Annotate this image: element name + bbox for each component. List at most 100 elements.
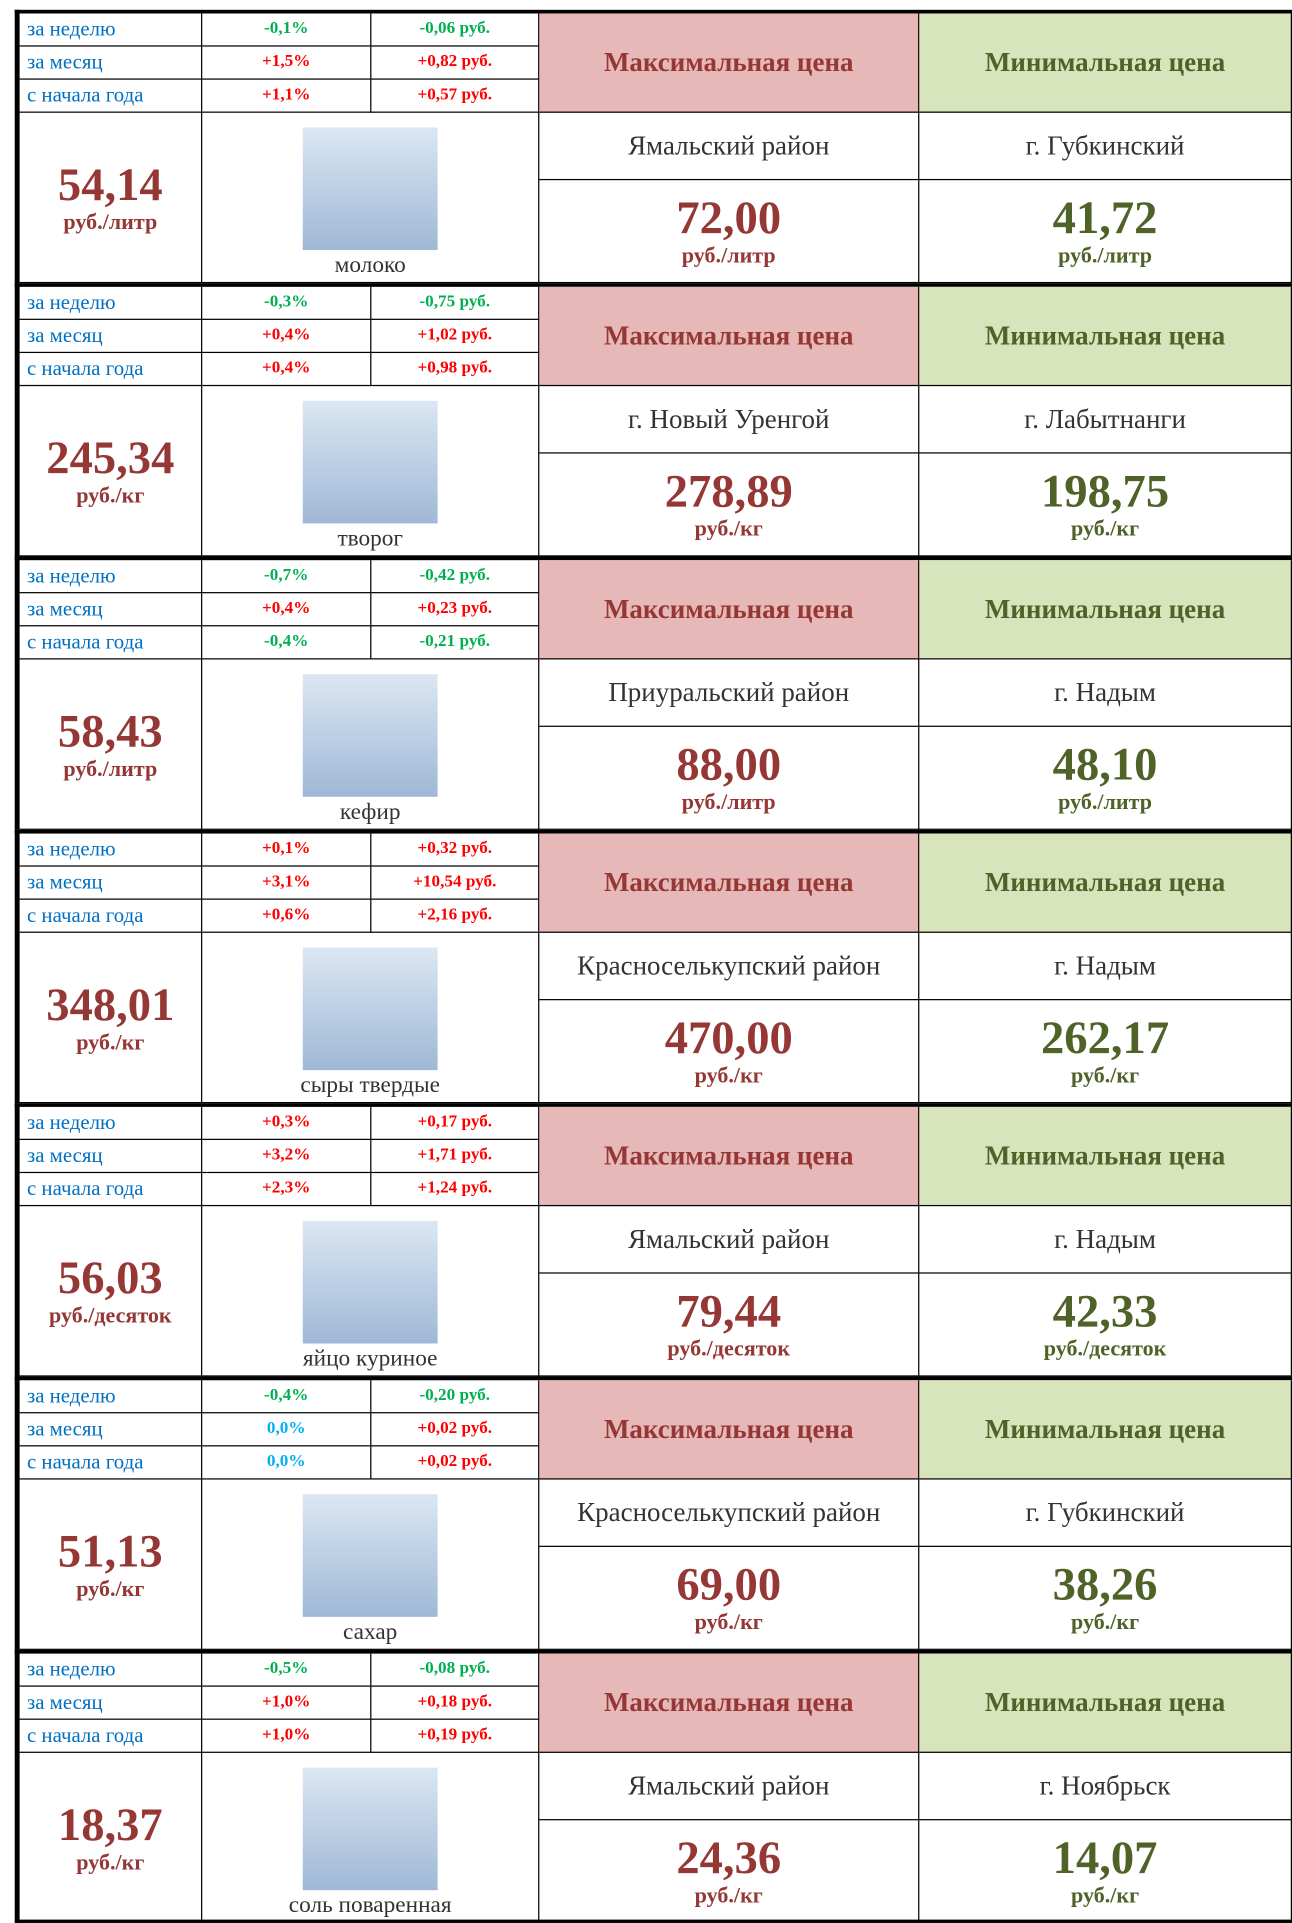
period-label: с начала года [20,1173,203,1206]
product-block: за неделю-0,5%-0,08 руб.за месяц+1,0%+0,… [15,1650,1292,1923]
product-image [303,401,438,524]
price-value: 58,43 [58,707,163,756]
price-unit: руб./кг [76,1849,144,1875]
rub-change: +1,71 руб. [371,1140,539,1173]
table-border [15,1920,1292,1922]
product-name: яйцо куриное [303,1346,438,1375]
page: за неделю-0,1%-0,06 руб.за месяц+1,5%+0,… [0,0,1292,1923]
max-price-unit: руб./литр [682,789,776,815]
min-region: г. Надым [919,933,1292,1000]
rub-change: -0,21 руб. [371,626,539,659]
product-image [303,948,438,1071]
product-name: сыры твердые [300,1073,440,1102]
percent-change: -0,4% [202,1380,371,1413]
percent-change: +3,2% [202,1140,371,1173]
max-price-unit: руб./кг [695,516,763,542]
product-image [303,674,438,797]
min-header: Минимальная цена [919,1654,1292,1753]
period-label: с начала года [20,80,203,113]
min-price-value: 262,17 [1041,1014,1169,1063]
product-name: соль поваренная [289,1893,452,1922]
percent-change: +1,0% [202,1720,371,1753]
product-image [303,127,438,250]
product-image [303,1768,438,1891]
period-label: за неделю [20,1654,203,1687]
rub-change: -0,42 руб. [371,560,539,593]
min-region: г. Лабытнанги [919,386,1292,453]
min-header: Минимальная цена [919,834,1292,933]
min-price-unit: руб./десяток [1044,1336,1167,1362]
percent-change: +0,6% [202,900,371,933]
period-label: за месяц [20,1687,203,1720]
min-price-value: 38,26 [1053,1560,1158,1609]
price-unit: руб./кг [76,1029,144,1055]
max-region: Красноселькупский район [539,933,919,1000]
rub-change: +1,24 руб. [371,1173,539,1206]
max-price-value: 278,89 [665,467,793,516]
period-label: за месяц [20,1140,203,1173]
product-cell: молоко [202,113,539,283]
period-label: за месяц [20,593,203,626]
min-price-unit: руб./кг [1071,1609,1139,1635]
period-label: с начала года [20,1446,203,1479]
max-header: Максимальная цена [539,1380,919,1479]
min-price-unit: руб./кг [1071,1063,1139,1089]
price-unit: руб./литр [63,209,157,235]
max-region: г. Новый Уренгой [539,386,919,453]
max-region: Ямальский район [539,1206,919,1273]
rub-change: +10,54 руб. [371,867,539,900]
rub-change: +0,19 руб. [371,1720,539,1753]
min-header: Минимальная цена [919,287,1292,386]
max-header: Максимальная цена [539,1654,919,1753]
max-price-unit: руб./десяток [667,1336,790,1362]
period-label: за неделю [20,287,203,320]
period-label: за неделю [20,560,203,593]
product-name: кефир [340,799,401,828]
max-price-value: 69,00 [676,1560,781,1609]
min-region: г. Надым [919,659,1292,726]
product-block: за неделю-0,1%-0,06 руб.за месяц+1,5%+0,… [15,10,1292,283]
price-unit: руб./кг [76,1576,144,1602]
min-price-value: 41,72 [1053,194,1158,243]
product-cell: кефир [202,659,539,829]
percent-change: -0,7% [202,560,371,593]
rub-change: +0,02 руб. [371,1446,539,1479]
min-price-value: 48,10 [1053,740,1158,789]
min-price-unit: руб./кг [1071,1883,1139,1909]
price-value: 18,37 [58,1800,163,1849]
percent-change: -0,4% [202,626,371,659]
rub-change: -0,08 руб. [371,1654,539,1687]
rub-change: +2,16 руб. [371,900,539,933]
max-region: Ямальский район [539,113,919,180]
max-region: Ямальский район [539,1753,919,1820]
product-name: сахар [343,1619,397,1648]
period-label: с начала года [20,1720,203,1753]
period-label: за неделю [20,834,203,867]
rub-change: -0,75 руб. [371,287,539,320]
max-header: Максимальная цена [539,560,919,659]
product-image [303,1221,438,1344]
max-header: Максимальная цена [539,1107,919,1206]
product-block: за неделю+0,1%+0,32 руб.за месяц+3,1%+10… [15,830,1292,1103]
max-price-unit: руб./кг [695,1063,763,1089]
min-price-unit: руб./литр [1058,789,1152,815]
max-price-value: 72,00 [676,194,781,243]
min-price-value: 198,75 [1041,467,1169,516]
max-price-value: 88,00 [676,740,781,789]
period-label: с начала года [20,626,203,659]
price-value: 348,01 [46,980,174,1029]
product-block: за неделю-0,7%-0,42 руб.за месяц+0,4%+0,… [15,557,1292,830]
max-price-value: 79,44 [676,1287,781,1336]
rub-change: -0,06 руб. [371,13,539,46]
min-header: Минимальная цена [919,1107,1292,1206]
period-label: за месяц [20,867,203,900]
